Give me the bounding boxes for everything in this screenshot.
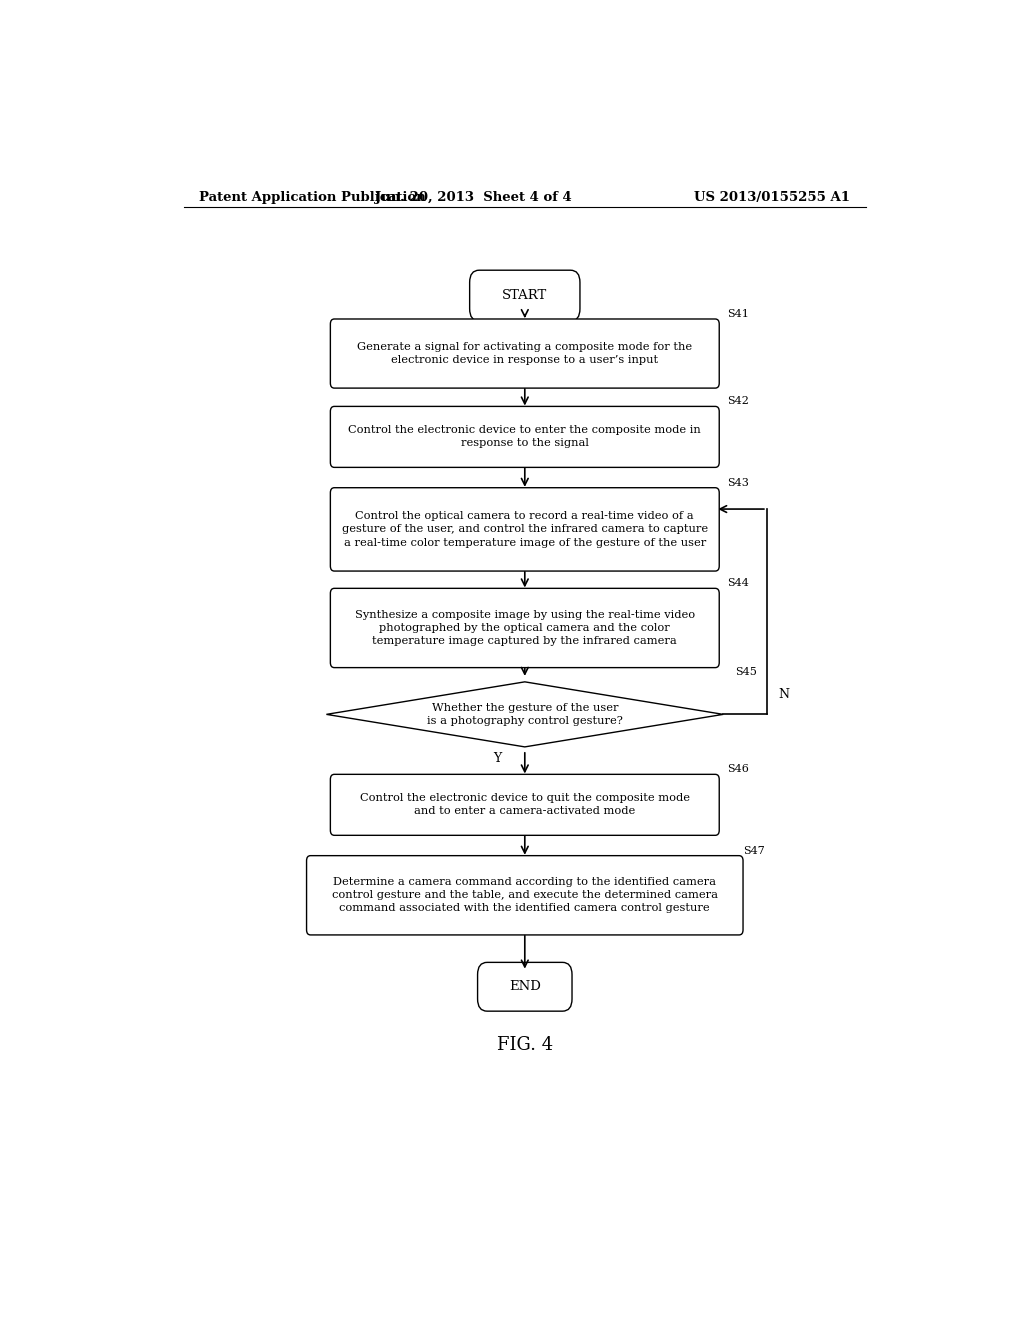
Text: S47: S47 xyxy=(743,846,765,855)
Text: START: START xyxy=(502,289,548,302)
Text: END: END xyxy=(509,981,541,993)
FancyBboxPatch shape xyxy=(306,855,743,935)
FancyBboxPatch shape xyxy=(331,775,719,836)
FancyBboxPatch shape xyxy=(331,487,719,572)
Text: Generate a signal for activating a composite mode for the
electronic device in r: Generate a signal for activating a compo… xyxy=(357,342,692,366)
Text: Synthesize a composite image by using the real-time video
photographed by the op: Synthesize a composite image by using th… xyxy=(354,610,695,647)
Text: Determine a camera command according to the identified camera
control gesture an: Determine a camera command according to … xyxy=(332,876,718,913)
Text: S41: S41 xyxy=(727,309,749,319)
Text: Patent Application Publication: Patent Application Publication xyxy=(200,190,426,203)
Polygon shape xyxy=(327,682,723,747)
Text: Whether the gesture of the user
is a photography control gesture?: Whether the gesture of the user is a pho… xyxy=(427,702,623,726)
FancyBboxPatch shape xyxy=(331,407,719,467)
Text: US 2013/0155255 A1: US 2013/0155255 A1 xyxy=(694,190,850,203)
Text: FIG. 4: FIG. 4 xyxy=(497,1036,553,1053)
FancyBboxPatch shape xyxy=(331,589,719,668)
Text: Control the optical camera to record a real-time video of a
gesture of the user,: Control the optical camera to record a r… xyxy=(342,511,708,548)
Text: S43: S43 xyxy=(727,478,749,487)
Text: S42: S42 xyxy=(727,396,749,407)
FancyBboxPatch shape xyxy=(331,319,719,388)
FancyBboxPatch shape xyxy=(477,962,572,1011)
Text: S44: S44 xyxy=(727,578,749,589)
Text: Control the electronic device to quit the composite mode
and to enter a camera-a: Control the electronic device to quit th… xyxy=(359,793,690,817)
Text: N: N xyxy=(779,688,790,701)
Text: Control the electronic device to enter the composite mode in
response to the sig: Control the electronic device to enter t… xyxy=(348,425,701,449)
Text: Y: Y xyxy=(493,751,501,764)
FancyBboxPatch shape xyxy=(470,271,580,321)
Text: S45: S45 xyxy=(735,667,757,677)
Text: Jun. 20, 2013  Sheet 4 of 4: Jun. 20, 2013 Sheet 4 of 4 xyxy=(375,190,571,203)
Text: S46: S46 xyxy=(727,764,749,775)
